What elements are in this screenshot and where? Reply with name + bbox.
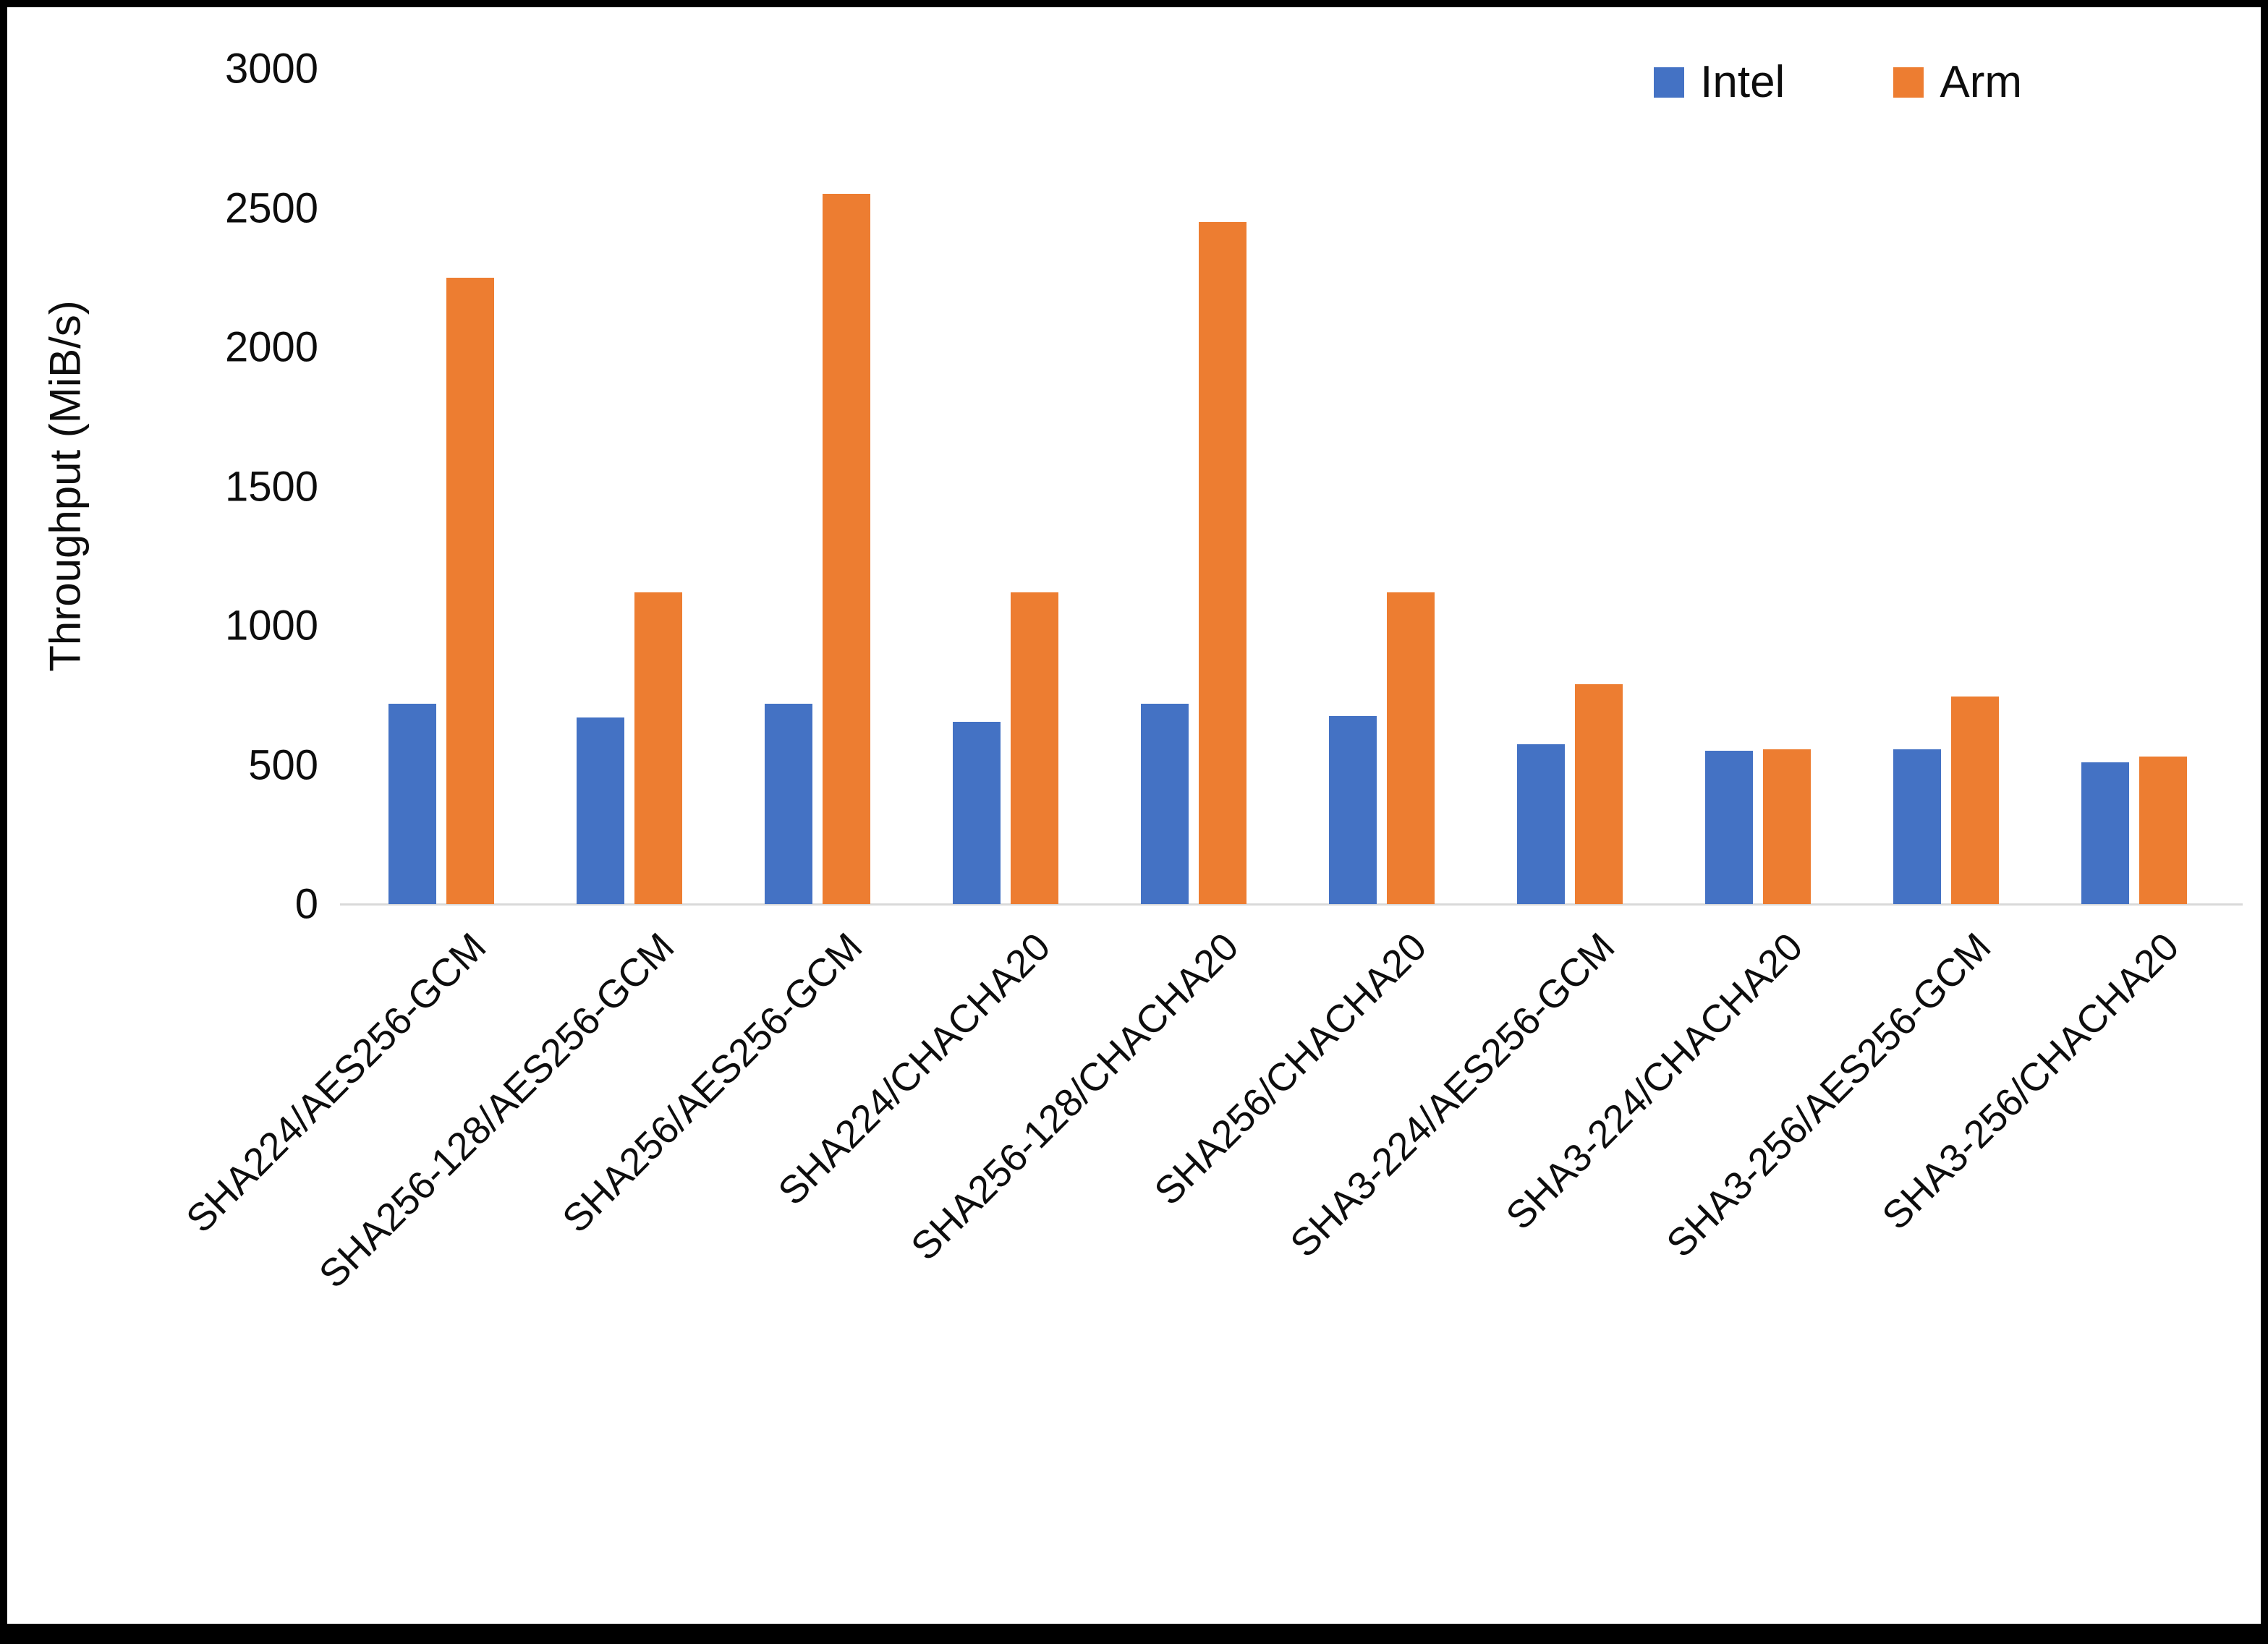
- bar-group: [912, 69, 1100, 904]
- y-tick-label: 2500: [224, 184, 318, 231]
- x-axis-line: [340, 903, 2243, 906]
- bar-intel: [765, 703, 812, 904]
- x-category-label: SHA3-224/AES256-GCM: [1282, 924, 1623, 1266]
- legend-swatch-icon: [1893, 67, 1924, 98]
- x-category-label: SHA256-128/AES256-GCM: [310, 924, 683, 1297]
- bar-arm: [1011, 592, 1058, 904]
- bar-arm: [634, 592, 682, 904]
- y-tick-label: 1000: [224, 602, 318, 649]
- legend-item-intel: Intel: [1654, 56, 1785, 108]
- bar-arm: [823, 194, 870, 904]
- bar-arm: [1199, 221, 1246, 904]
- y-tick-label: 3000: [224, 45, 318, 93]
- bar-arm: [1763, 749, 1811, 904]
- y-tick-label: 1500: [224, 463, 318, 510]
- bar-intel: [1705, 751, 1753, 904]
- legend: Intel Arm: [1654, 56, 2022, 108]
- y-axis-title: Throughput (MiB/s): [41, 300, 90, 672]
- bar-arm: [1387, 592, 1435, 904]
- y-tick-label: 0: [294, 880, 318, 928]
- x-category-label: SHA256/AES256-GCM: [553, 924, 871, 1241]
- bar-intel: [388, 703, 436, 904]
- plot-area: [340, 69, 2243, 906]
- bar-group: [1100, 69, 1288, 904]
- x-category-label: SHA224/AES256-GCM: [177, 924, 495, 1241]
- bar-group: [535, 69, 723, 904]
- bar-arm: [446, 277, 494, 904]
- bar-group: [1476, 69, 1664, 904]
- bar-intel: [2081, 762, 2129, 904]
- bar-intel: [1893, 749, 1941, 904]
- bar-arm: [1951, 697, 1999, 904]
- legend-label: Arm: [1940, 57, 2022, 107]
- bar-intel: [953, 721, 1001, 904]
- bar-group: [2040, 69, 2228, 904]
- x-category-label: SHA256-128/CHACHA20: [902, 924, 1247, 1269]
- bar-intel: [1517, 744, 1565, 904]
- bar-intel: [577, 717, 624, 904]
- bar-group: [347, 69, 535, 904]
- y-axis: 0 500 1000 1500 2000 2500 3000: [101, 46, 318, 928]
- bar-intel: [1329, 716, 1377, 904]
- bar-group: [1664, 69, 1852, 904]
- legend-item-arm: Arm: [1893, 56, 2022, 108]
- bar-intel: [1141, 703, 1189, 904]
- x-category-label: SHA3-256/AES256-GCM: [1658, 924, 2000, 1266]
- legend-swatch-icon: [1654, 67, 1685, 98]
- bar-group: [1288, 69, 1476, 904]
- y-tick-label: 500: [248, 741, 318, 788]
- bar-arm: [1575, 683, 1623, 904]
- bar-arm: [2139, 756, 2187, 904]
- y-tick-label: 2000: [224, 323, 318, 371]
- bar-group: [1852, 69, 2040, 904]
- bar-group: [723, 69, 912, 904]
- legend-label: Intel: [1700, 57, 1785, 107]
